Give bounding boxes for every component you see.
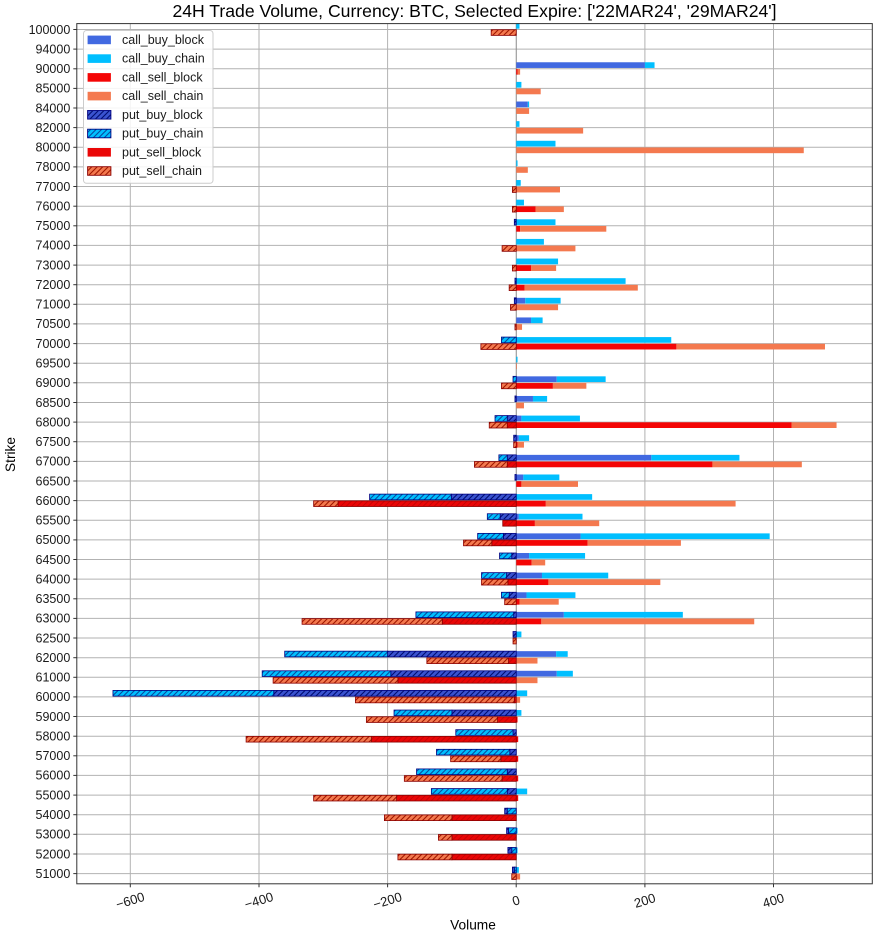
svg-text:60000: 60000 bbox=[36, 690, 71, 704]
svg-text:200: 200 bbox=[632, 890, 657, 911]
svg-text:Strike: Strike bbox=[3, 437, 18, 472]
svg-text:63000: 63000 bbox=[36, 612, 71, 626]
svg-text:54000: 54000 bbox=[36, 808, 71, 822]
svg-text:85000: 85000 bbox=[36, 82, 71, 96]
svg-text:52000: 52000 bbox=[36, 847, 71, 861]
svg-text:53000: 53000 bbox=[36, 828, 71, 842]
svg-text:68500: 68500 bbox=[36, 396, 71, 410]
svg-text:57000: 57000 bbox=[36, 749, 71, 763]
svg-text:put_buy_block: put_buy_block bbox=[122, 108, 203, 122]
svg-text:73000: 73000 bbox=[36, 258, 71, 272]
svg-text:66500: 66500 bbox=[36, 474, 71, 488]
svg-text:call_buy_block: call_buy_block bbox=[122, 33, 205, 47]
svg-text:70500: 70500 bbox=[36, 317, 71, 331]
svg-text:84000: 84000 bbox=[36, 101, 71, 115]
svg-text:94000: 94000 bbox=[36, 42, 71, 56]
svg-text:call_sell_chain: call_sell_chain bbox=[122, 89, 203, 103]
svg-text:62500: 62500 bbox=[36, 631, 71, 645]
svg-text:67000: 67000 bbox=[36, 455, 71, 469]
svg-text:51000: 51000 bbox=[36, 867, 71, 881]
svg-text:Volume: Volume bbox=[450, 918, 496, 933]
svg-text:67500: 67500 bbox=[36, 435, 71, 449]
svg-text:68000: 68000 bbox=[36, 415, 71, 429]
svg-text:put_sell_chain: put_sell_chain bbox=[122, 164, 202, 178]
svg-text:65000: 65000 bbox=[36, 533, 71, 547]
svg-text:65500: 65500 bbox=[36, 514, 71, 528]
svg-text:62000: 62000 bbox=[36, 651, 71, 665]
svg-text:0: 0 bbox=[510, 892, 521, 908]
svg-text:55000: 55000 bbox=[36, 788, 71, 802]
svg-text:put_buy_chain: put_buy_chain bbox=[122, 127, 203, 141]
svg-text:69500: 69500 bbox=[36, 357, 71, 371]
svg-text:71000: 71000 bbox=[36, 298, 71, 312]
svg-text:call_buy_chain: call_buy_chain bbox=[122, 52, 205, 66]
svg-text:64000: 64000 bbox=[36, 572, 71, 586]
svg-text:24H Trade Volume, Currency: BT: 24H Trade Volume, Currency: BTC, Selecte… bbox=[172, 1, 776, 21]
svg-text:72000: 72000 bbox=[36, 278, 71, 292]
svg-text:58000: 58000 bbox=[36, 730, 71, 744]
svg-text:61000: 61000 bbox=[36, 671, 71, 685]
svg-text:56000: 56000 bbox=[36, 769, 71, 783]
svg-text:66000: 66000 bbox=[36, 494, 71, 508]
svg-text:69000: 69000 bbox=[36, 376, 71, 390]
svg-text:75000: 75000 bbox=[36, 219, 71, 233]
svg-text:82000: 82000 bbox=[36, 121, 71, 135]
svg-text:77000: 77000 bbox=[36, 180, 71, 194]
svg-text:76000: 76000 bbox=[36, 200, 71, 214]
svg-text:90000: 90000 bbox=[36, 62, 71, 76]
svg-text:70000: 70000 bbox=[36, 337, 71, 351]
svg-text:74000: 74000 bbox=[36, 239, 71, 253]
svg-text:63500: 63500 bbox=[36, 592, 71, 606]
svg-text:call_sell_block: call_sell_block bbox=[122, 70, 203, 84]
svg-text:400: 400 bbox=[761, 890, 786, 911]
svg-text:64500: 64500 bbox=[36, 553, 71, 567]
svg-text:80000: 80000 bbox=[36, 141, 71, 155]
svg-text:59000: 59000 bbox=[36, 710, 71, 724]
svg-text:put_sell_block: put_sell_block bbox=[122, 145, 202, 159]
svg-text:100000: 100000 bbox=[29, 23, 71, 37]
svg-text:78000: 78000 bbox=[36, 160, 71, 174]
